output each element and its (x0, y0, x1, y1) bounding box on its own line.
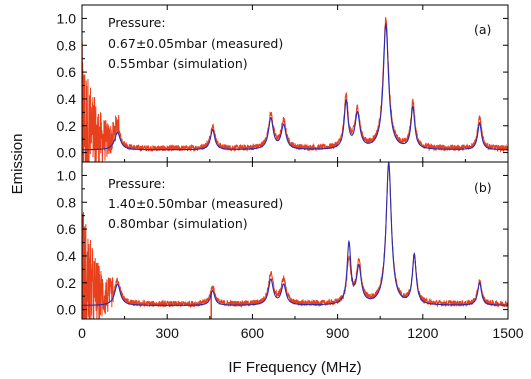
panel-b-annotation-line-3: 0.80mbar (simulation) (108, 216, 248, 231)
panel-a-ytick-label: 0.0 (57, 145, 77, 161)
panel-b-ytick-label: 0.8 (57, 194, 77, 210)
panel-a-ytick-label: 0.4 (57, 91, 77, 107)
panel-b-ytick-label: 0.2 (57, 275, 77, 291)
panel-a-label: (a) (474, 22, 491, 37)
panel-b-annotation-line-2: 1.40±0.50mbar (measured) (108, 196, 283, 211)
panel-a-annotation-line-1: Pressure: (108, 15, 166, 30)
panel-b-ytick-label: 1.0 (57, 167, 77, 183)
xtick-label: 0 (78, 325, 86, 341)
xtick-label: 600 (241, 325, 265, 341)
panel-b-annotation-line-1: Pressure: (108, 176, 166, 191)
y-axis-title: Emission (9, 134, 26, 195)
panel-b: 0.0 0.2 0.4 0.6 0.8 1.0 0 300 600 900 1200 1500 Pre… (57, 161, 524, 341)
panel-b-ytick-label: 0.0 (57, 302, 77, 318)
panel-a-annotation-line-2: 0.67±0.05mbar (measured) (108, 36, 283, 51)
panel-a-simulation-line (82, 22, 508, 151)
panel-b-label: (b) (474, 180, 492, 195)
panel-a-ytick-label: 1.0 (57, 10, 77, 26)
panel-a-ytick-label: 0.2 (57, 118, 77, 134)
panel-a-annotation-line-3: 0.55mbar (simulation) (108, 56, 248, 71)
xtick-label: 300 (156, 325, 180, 341)
panel-b-ytick-label: 0.6 (57, 221, 77, 237)
xtick-label: 1200 (407, 325, 438, 341)
panel-b-ytick-label: 0.4 (57, 248, 77, 264)
panel-b-simulation-line (82, 162, 508, 306)
x-axis-title: IF Frequency (MHz) (228, 359, 361, 376)
panel-a: 0.0 0.2 0.4 0.6 0.8 1.0 Pressure: 0.67±0.05mb… (57, 4, 509, 163)
xtick-label: 1500 (492, 325, 523, 341)
panel-a-ytick-label: 0.8 (57, 37, 77, 53)
panel-b-measured-line (82, 162, 508, 319)
xtick-label: 900 (326, 325, 350, 341)
panel-a-ytick-label: 0.6 (57, 64, 77, 80)
